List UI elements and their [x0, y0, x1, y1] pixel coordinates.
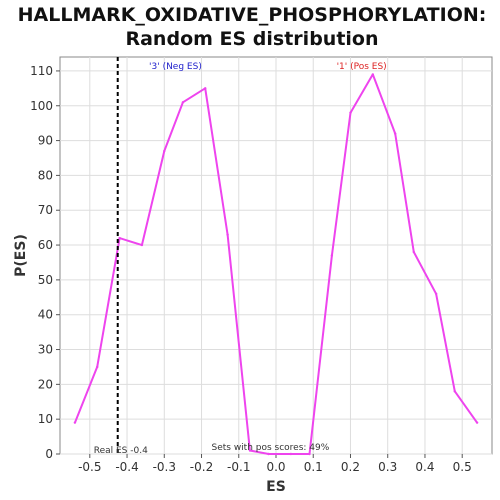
x-tick-label: -0.5: [78, 460, 101, 474]
data-point: [349, 111, 352, 114]
x-axis-label: ES: [266, 479, 286, 495]
data-point: [73, 421, 77, 424]
data-point: [181, 101, 185, 104]
data-point: [96, 365, 99, 369]
x-tick-label: 0.2: [341, 460, 360, 474]
x-tick-label: 0.1: [304, 460, 323, 474]
series-layer: [73, 73, 479, 456]
series-line: [73, 73, 478, 455]
y-tick-label: 100: [30, 99, 53, 113]
real-es-label: Real ES -0.4: [94, 446, 148, 456]
data-point: [393, 132, 397, 135]
x-tick-label: 0.4: [415, 460, 434, 474]
x-tick-label: 0.0: [266, 460, 285, 474]
data-point: [267, 452, 270, 456]
y-axis-label: P(ES): [13, 234, 29, 277]
x-tick-label: -0.3: [153, 460, 176, 474]
chart-title-line-1: HALLMARK_OXIDATIVE_PHOSPHORYLATION:: [18, 4, 487, 26]
y-tick-label: 50: [38, 273, 53, 287]
y-tick-label: 20: [38, 377, 53, 391]
pos-es-label: '1' (Pos ES): [337, 62, 387, 72]
data-point: [248, 449, 252, 452]
y-tick-label: 70: [38, 203, 53, 217]
x-tick-label: -0.2: [190, 460, 213, 474]
neg-es-label: '3' (Neg ES): [149, 62, 202, 72]
data-point: [371, 73, 375, 76]
x-tick-label: -0.4: [115, 460, 138, 474]
x-tick-label: 0.5: [453, 460, 472, 474]
y-tick-label: 90: [38, 134, 53, 148]
data-point: [163, 149, 166, 153]
x-tick-label: -0.1: [227, 460, 250, 474]
data-point: [475, 421, 479, 424]
grid-lines: [60, 57, 492, 455]
data-point: [226, 233, 229, 236]
data-point: [118, 236, 121, 240]
data-point: [308, 452, 311, 456]
y-axis-ticks: 0 10 20 30 40 50 60 70 80 90 100 110: [30, 64, 60, 461]
data-point: [453, 390, 456, 393]
y-tick-label: 10: [38, 412, 53, 426]
data-point: [204, 87, 207, 90]
x-tick-label: 0.3: [378, 460, 397, 474]
y-tick-label: 110: [30, 64, 53, 78]
y-tick-label: 80: [38, 168, 53, 182]
chart-title-line-2: Random ES distribution: [125, 28, 378, 50]
data-point: [140, 243, 144, 247]
data-point: [434, 292, 438, 296]
x-axis-ticks: -0.5 -0.4 -0.3 -0.2 -0.1 0.0 0.1 0.2 0.3 0.4 0.5: [78, 454, 472, 474]
data-point: [330, 254, 334, 257]
data-point: [289, 452, 293, 456]
data-point: [412, 250, 415, 254]
y-tick-label: 60: [38, 238, 53, 252]
y-tick-label: 40: [38, 308, 53, 322]
y-tick-label: 0: [45, 447, 53, 461]
pos-scores-label: Sets with pos scores: 49%: [211, 443, 329, 453]
y-tick-label: 30: [38, 343, 53, 357]
